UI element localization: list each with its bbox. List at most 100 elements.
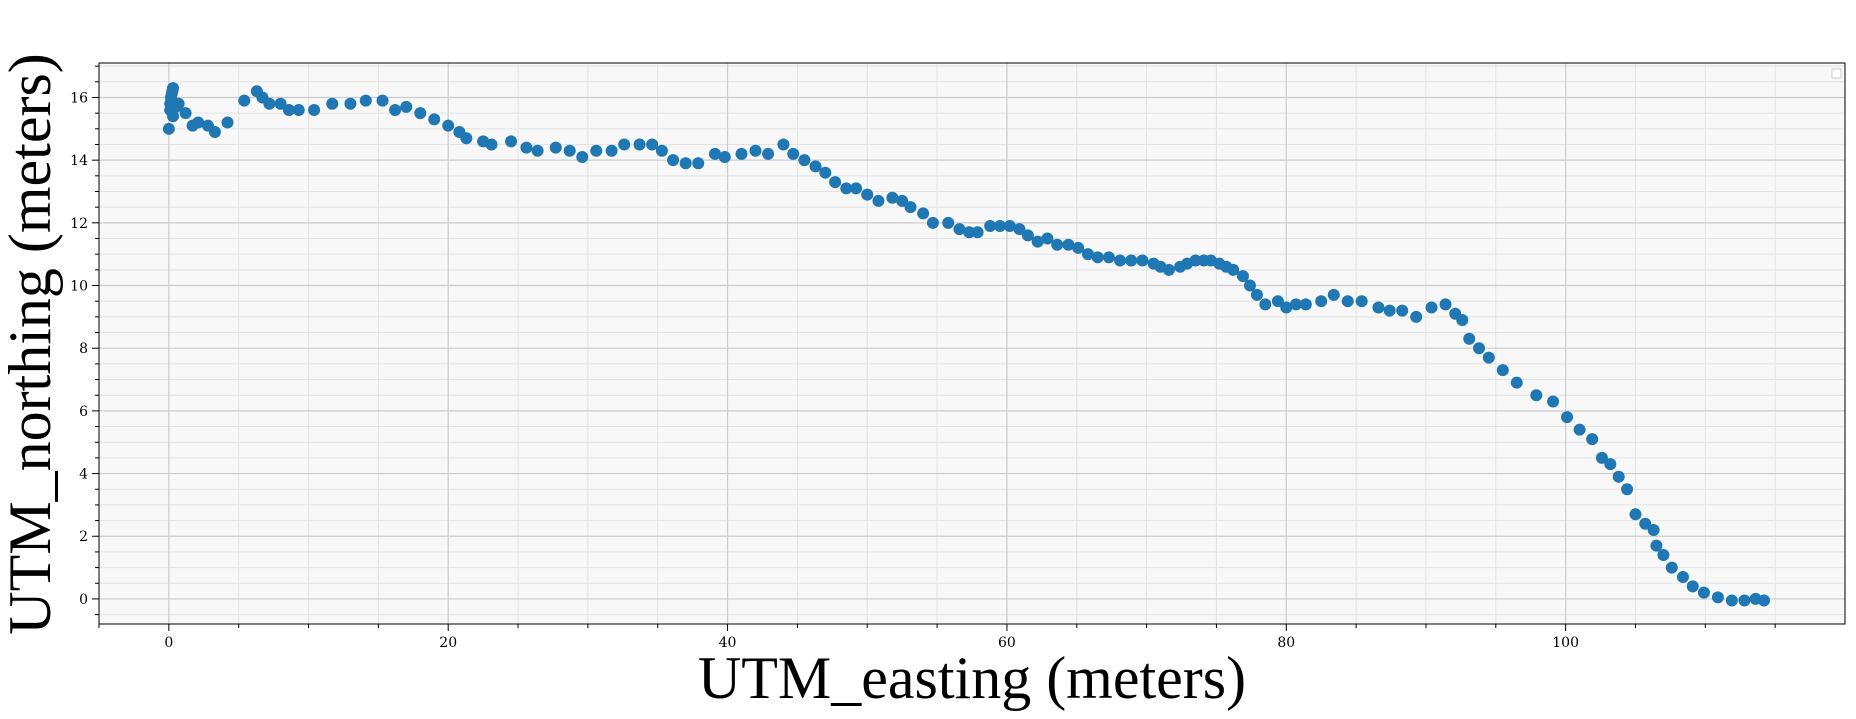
data-point xyxy=(1586,433,1599,446)
data-point xyxy=(1697,586,1710,599)
data-point xyxy=(692,157,705,170)
data-point xyxy=(1189,254,1202,267)
data-point xyxy=(1530,389,1543,402)
data-point xyxy=(1595,451,1608,464)
data-point xyxy=(1711,591,1724,604)
data-point xyxy=(460,132,473,145)
data-point xyxy=(1271,295,1284,308)
data-point xyxy=(1456,313,1469,326)
data-point xyxy=(872,194,885,207)
data-point xyxy=(777,138,790,151)
data-point xyxy=(1410,310,1423,323)
y-tick-label: 4 xyxy=(79,467,88,483)
y-axis: 0 2 4 6 8 10 12 14 16 xyxy=(70,65,99,616)
data-point xyxy=(1676,570,1689,583)
data-point xyxy=(1573,423,1586,436)
data-point xyxy=(1259,298,1272,311)
data-point xyxy=(917,207,930,220)
x-tick-label: 0 xyxy=(164,635,173,651)
data-point xyxy=(904,201,917,214)
data-point xyxy=(963,226,976,239)
data-point xyxy=(809,160,822,173)
x-axis: 0 20 40 60 80 100 xyxy=(98,624,1776,651)
x-tick-label: 20 xyxy=(439,635,457,651)
legend-box xyxy=(1831,68,1842,79)
data-point xyxy=(1629,508,1642,521)
data-point xyxy=(520,141,533,154)
data-point xyxy=(1051,238,1064,251)
data-point xyxy=(1280,301,1293,314)
y-tick-label: 10 xyxy=(70,279,88,295)
data-point xyxy=(708,147,721,160)
data-point xyxy=(1341,295,1354,308)
data-point xyxy=(984,219,997,232)
y-tick-label: 12 xyxy=(70,216,88,232)
data-point xyxy=(376,94,389,107)
data-point xyxy=(1621,483,1634,496)
data-point xyxy=(1091,251,1104,264)
data-point xyxy=(167,110,180,123)
data-point xyxy=(679,157,692,170)
x-tick-label: 40 xyxy=(719,635,737,651)
data-point xyxy=(819,166,832,179)
data-point xyxy=(179,107,192,120)
data-point xyxy=(389,104,402,117)
data-point xyxy=(1041,232,1054,245)
data-point xyxy=(563,144,576,157)
data-point xyxy=(735,147,748,160)
data-point xyxy=(1013,223,1026,236)
data-point xyxy=(485,138,498,151)
data-point xyxy=(1315,295,1328,308)
data-point xyxy=(208,125,221,138)
data-point xyxy=(749,144,762,157)
plot-frame xyxy=(98,62,1846,625)
data-point xyxy=(1299,298,1312,311)
data-point xyxy=(829,176,842,189)
data-point xyxy=(292,104,305,117)
data-point xyxy=(605,144,618,157)
data-point xyxy=(1031,235,1044,248)
data-point xyxy=(1510,376,1523,389)
y-tick-label: 16 xyxy=(70,90,88,106)
y-tick-label: 6 xyxy=(79,404,88,420)
y-tick-label: 0 xyxy=(79,592,88,608)
data-point xyxy=(1383,304,1396,317)
data-point xyxy=(1372,301,1385,314)
data-point xyxy=(1639,517,1652,530)
data-point xyxy=(576,151,589,164)
data-point xyxy=(221,116,234,129)
data-point xyxy=(886,191,899,204)
data-point xyxy=(1665,561,1678,574)
data-point xyxy=(1561,411,1574,424)
major-grid xyxy=(99,63,1845,624)
data-point xyxy=(1290,298,1303,311)
data-point xyxy=(840,182,853,195)
data-point xyxy=(1236,270,1249,283)
data-point xyxy=(1757,594,1770,607)
data-point xyxy=(344,97,357,110)
data-point xyxy=(1162,263,1175,276)
data-point xyxy=(953,223,966,236)
data-point xyxy=(861,188,874,201)
plot-area xyxy=(99,63,1845,624)
data-point xyxy=(1396,304,1409,317)
data-point xyxy=(850,182,863,195)
data-point xyxy=(1657,549,1670,562)
data-point xyxy=(263,97,276,110)
data-point xyxy=(1463,332,1476,345)
data-point xyxy=(308,104,321,117)
data-point xyxy=(1021,229,1034,242)
data-point xyxy=(1647,523,1660,536)
data-point xyxy=(1738,594,1751,607)
data-point xyxy=(531,144,544,157)
data-point xyxy=(942,216,955,229)
data-point xyxy=(762,147,775,160)
data-point xyxy=(1473,342,1486,355)
data-point xyxy=(896,194,909,207)
data-point xyxy=(1439,298,1452,311)
data-point xyxy=(798,154,811,167)
data-point xyxy=(1604,458,1617,471)
data-point xyxy=(1496,364,1509,377)
data-point xyxy=(1725,594,1738,607)
